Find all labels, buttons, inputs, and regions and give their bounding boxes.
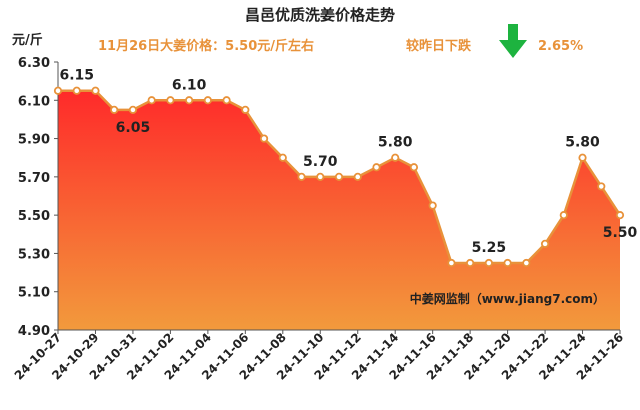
- data-point: [503, 258, 512, 268]
- data-label: 5.80: [378, 135, 413, 151]
- data-point: [447, 258, 456, 268]
- data-point: [222, 96, 231, 105]
- y-tick-label: 5.30: [18, 247, 50, 262]
- data-point: [372, 163, 381, 172]
- data-point: [597, 182, 606, 191]
- data-point: [72, 86, 81, 95]
- data-label: 6.05: [116, 120, 151, 136]
- data-point: [259, 134, 269, 143]
- data-point: [578, 153, 587, 162]
- data-point: [316, 172, 325, 181]
- data-point: [185, 96, 194, 105]
- data-point: [428, 201, 437, 210]
- chart-title: 昌邑优质洗姜价格走势: [245, 6, 395, 24]
- y-tick-label: 4.90: [18, 324, 50, 339]
- data-point: [353, 172, 362, 181]
- data-label: 6.10: [172, 77, 207, 93]
- data-label: 5.70: [303, 154, 338, 170]
- data-point: [53, 86, 63, 95]
- data-point: [409, 163, 419, 172]
- data-point: [147, 96, 156, 105]
- down-arrow-icon: [499, 24, 527, 58]
- marker-layer: [53, 86, 625, 268]
- data-point: [91, 86, 100, 95]
- change-note: 较昨日下跌: [406, 38, 472, 54]
- y-tick-label: 5.10: [18, 286, 50, 301]
- data-point: [110, 105, 119, 114]
- data-point: [203, 96, 212, 105]
- data-label: 6.15: [59, 68, 94, 84]
- price-area: [58, 90, 620, 330]
- data-point: [278, 153, 287, 162]
- data-point: [559, 211, 568, 220]
- axis-layer: [57, 62, 620, 331]
- data-point: [615, 211, 625, 220]
- y-tick-label: 5.90: [18, 133, 50, 148]
- data-point: [334, 172, 344, 181]
- change-percent: 2.65%: [538, 39, 583, 54]
- data-point: [522, 258, 531, 268]
- data-point: [540, 239, 550, 248]
- data-point: [166, 96, 175, 105]
- y-axis-unit-label: 元/斤: [12, 32, 43, 48]
- data-label: 5.80: [565, 135, 600, 151]
- data-point: [128, 105, 138, 114]
- y-tick-label: 6.10: [18, 94, 50, 109]
- data-label: 5.50: [603, 225, 638, 241]
- data-labels: 6.15 6.05 6.10 5.70 5.80 5.25 5.80 5.50: [59, 68, 637, 256]
- y-tick-labels: 4.90 5.10 5.30 5.50 5.70 5.90 6.10 6.30: [18, 56, 58, 339]
- source-note: 中姜网监制（www.jiang7.com）: [410, 291, 605, 306]
- data-point: [391, 153, 400, 162]
- data-point: [484, 258, 493, 268]
- data-label: 5.25: [472, 240, 507, 256]
- data-point: [297, 172, 306, 181]
- y-tick-label: 6.30: [18, 56, 50, 71]
- data-point: [241, 105, 250, 114]
- y-tick-label: 5.50: [18, 209, 50, 224]
- data-point: [466, 258, 475, 268]
- price-note: 11月26日大姜价格：5.50元/斤左右: [98, 38, 314, 54]
- x-tick-labels: 24-10-2724-10-2924-10-3124-11-0224-11-04…: [12, 330, 626, 383]
- y-tick-label: 5.70: [18, 171, 50, 186]
